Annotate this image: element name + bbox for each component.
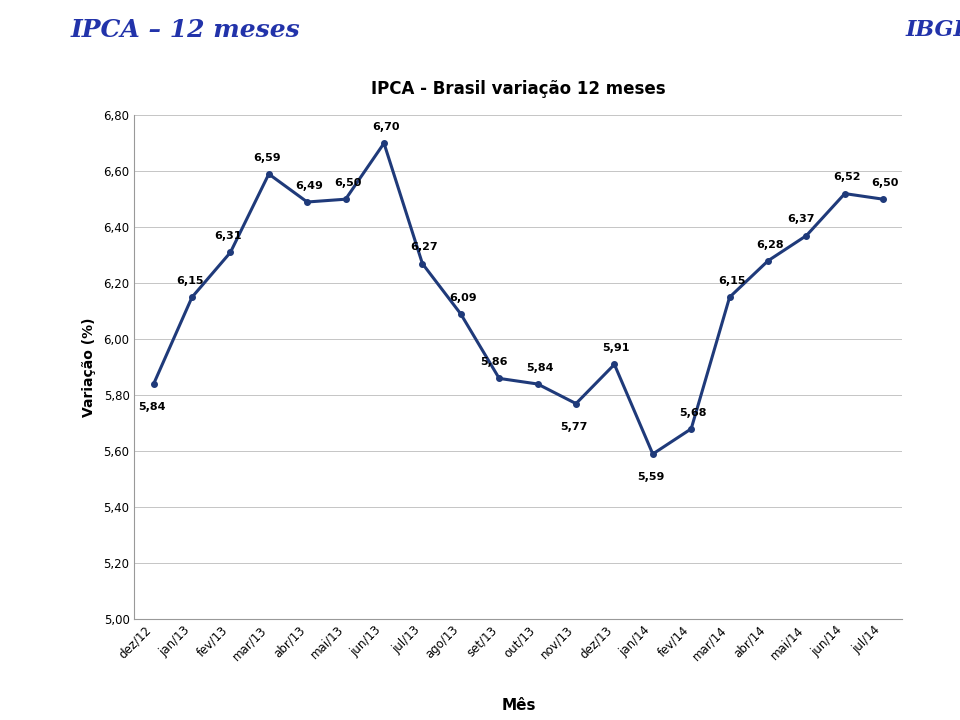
Text: 6,27: 6,27 — [411, 243, 438, 253]
Text: 6,49: 6,49 — [295, 181, 324, 191]
Text: 5,86: 5,86 — [480, 357, 507, 367]
X-axis label: Mês: Mês — [501, 698, 536, 713]
Text: 6,28: 6,28 — [756, 240, 783, 250]
Text: IBGE: IBGE — [905, 19, 960, 40]
Text: 5,91: 5,91 — [603, 343, 630, 354]
Text: 6,09: 6,09 — [449, 293, 476, 303]
Text: 6,37: 6,37 — [787, 215, 814, 225]
Text: 5,59: 5,59 — [637, 472, 664, 482]
Title: IPCA - Brasil variação 12 meses: IPCA - Brasil variação 12 meses — [372, 81, 665, 99]
Text: 5,77: 5,77 — [561, 422, 588, 431]
Text: 6,70: 6,70 — [372, 122, 399, 132]
Text: 5,84: 5,84 — [138, 402, 165, 412]
Text: IPCA – 12 meses: IPCA – 12 meses — [71, 17, 300, 42]
Text: 6,50: 6,50 — [872, 178, 899, 188]
Text: 6,50: 6,50 — [334, 178, 361, 188]
Y-axis label: Variação (%): Variação (%) — [83, 318, 96, 417]
Text: 5,68: 5,68 — [680, 408, 707, 418]
Text: 6,15: 6,15 — [718, 276, 745, 286]
Text: 6,52: 6,52 — [833, 172, 860, 182]
Text: 6,31: 6,31 — [215, 231, 242, 241]
Text: 6,15: 6,15 — [177, 276, 204, 286]
Text: 5,84: 5,84 — [526, 363, 553, 373]
Text: 6,59: 6,59 — [253, 153, 280, 163]
